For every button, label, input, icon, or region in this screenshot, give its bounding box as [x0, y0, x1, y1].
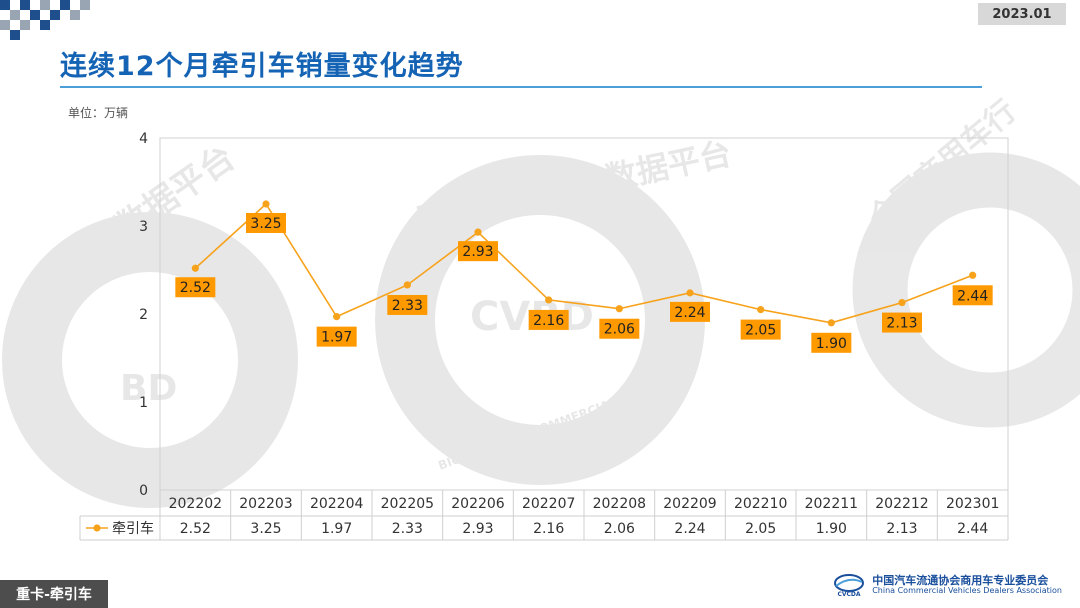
data-point [403, 281, 411, 289]
series-line-group [194, 202, 973, 324]
table-value: 3.25 [250, 521, 281, 537]
y-tick-label: 1 [139, 395, 148, 411]
data-label-box [387, 294, 428, 315]
data-label-box [458, 241, 498, 262]
data-label: 1.90 [816, 336, 847, 352]
data-point [191, 264, 199, 272]
data-point [615, 305, 623, 313]
table-value: 2.13 [886, 521, 917, 537]
table-value: 2.24 [674, 521, 705, 537]
data-label-box [599, 318, 640, 339]
data-label: 2.44 [957, 288, 988, 304]
data-point [262, 200, 270, 208]
watermark-ring-left [2, 212, 298, 508]
data-label: 3.25 [250, 216, 281, 232]
data-point [757, 306, 765, 314]
x-category-label: 202204 [310, 496, 364, 512]
data-label-box [175, 277, 216, 298]
org-logo-text: CVCDA [838, 591, 861, 598]
table-value: 1.90 [816, 521, 847, 537]
series-line [194, 202, 973, 324]
data-label-box [316, 326, 357, 347]
data-label: 2.16 [533, 313, 564, 329]
data-point [333, 313, 341, 321]
x-category-label: 202203 [239, 496, 292, 512]
x-category-label: 202301 [946, 496, 999, 512]
legend-series-name: 牵引车 [112, 520, 154, 537]
data-labels: 2.52 3.25 1.97 2.33 2.93 2.16 2.06 2.24 2.05 1.90… [175, 213, 993, 353]
section-tag: 重卡-牵引车 [0, 580, 108, 608]
data-label: 2.33 [392, 298, 423, 314]
x-category-label: 202212 [875, 496, 928, 512]
y-tick-label: 4 [139, 131, 148, 147]
data-point [686, 289, 694, 297]
data-label: 2.52 [180, 280, 211, 296]
x-category-label: 202209 [663, 496, 716, 512]
org-name-en: China Commercial Vehicles Dealers Associ… [872, 585, 1062, 595]
data-label-box [528, 309, 569, 330]
data-point [545, 296, 553, 304]
table-value: 2.93 [462, 521, 493, 537]
x-category-label: 202207 [522, 496, 575, 512]
data-point [969, 271, 977, 279]
data-table: 202202 2.52 202203 3.25 202204 1.97 202205 2.33… [79, 490, 1009, 541]
data-label-box [246, 213, 286, 233]
data-point [827, 319, 835, 327]
legend-marker [93, 524, 101, 532]
x-category-label: 202206 [451, 496, 505, 512]
y-tick-label: 3 [139, 219, 148, 235]
data-label: 2.13 [886, 316, 917, 332]
table-value: 2.06 [604, 521, 635, 537]
table-value: 2.05 [745, 521, 776, 537]
y-axis: 0 1 2 3 4 [139, 131, 148, 499]
table-value: 1.97 [321, 521, 352, 537]
data-label-box [952, 285, 993, 306]
unit-label: 单位：万辆 [68, 106, 129, 120]
org-logo-icon: CVCDA [834, 574, 865, 598]
data-label: 2.93 [462, 244, 493, 260]
title-underline [60, 86, 982, 88]
watermark-center-left: BD [120, 368, 177, 409]
corner-checker-decoration [0, 0, 90, 40]
y-tick-label: 0 [139, 483, 148, 499]
table-value: 2.16 [533, 521, 564, 537]
watermark-ring-right [852, 152, 1080, 428]
x-category-label: 202202 [169, 496, 222, 512]
data-label: 2.05 [745, 323, 776, 339]
data-point [474, 228, 482, 236]
data-label: 1.97 [321, 330, 352, 346]
series-markers [191, 200, 977, 327]
date-badge: 2023.01 [978, 3, 1066, 25]
data-label-box [670, 301, 710, 322]
x-category-label: 202211 [805, 496, 858, 512]
table-value: 2.44 [957, 521, 988, 537]
data-point [898, 298, 906, 307]
table-value: 2.33 [392, 521, 423, 537]
x-category-label: 202210 [734, 496, 787, 512]
table-value: 2.52 [180, 521, 211, 537]
org-name-cn: 中国汽车流通协会商用车专业委员会 [872, 573, 1049, 587]
data-label: 2.24 [674, 305, 705, 321]
data-label: 2.06 [604, 322, 635, 338]
data-label-box [740, 319, 781, 340]
data-label-box [811, 332, 852, 353]
x-category-label: 202205 [381, 496, 434, 512]
data-label-box [882, 312, 922, 333]
y-tick-label: 2 [139, 307, 148, 323]
x-category-label: 202208 [593, 496, 646, 512]
org-footer: CVCDA 中国汽车流通协会商用车专业委员会 China Commercial … [832, 572, 1062, 598]
page-title: 连续12个月牵引车销量变化趋势 [60, 51, 464, 82]
